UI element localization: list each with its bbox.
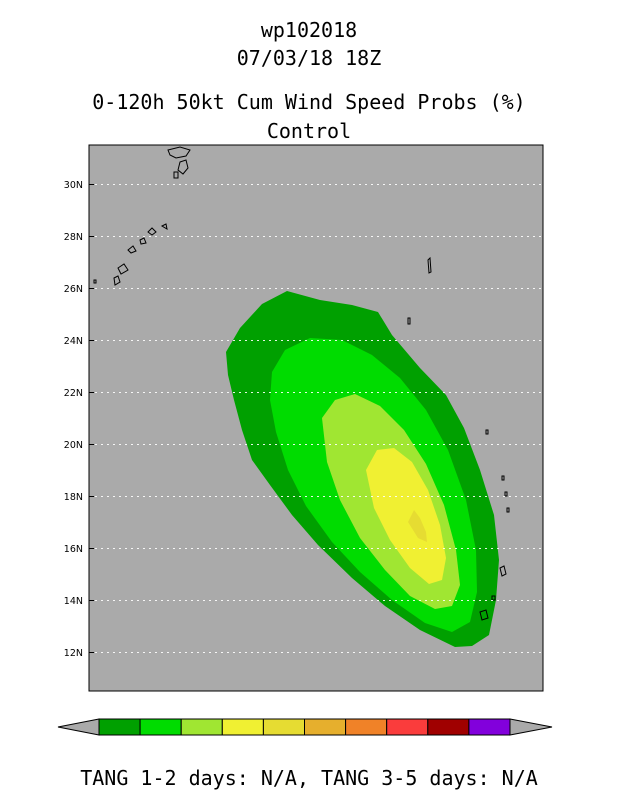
colorbar-level-label: 90 <box>461 738 476 740</box>
colorbar-swatch <box>468 718 511 736</box>
run-label: Control <box>266 119 352 143</box>
lat-tick-label: 26N <box>64 284 83 295</box>
colorbar-level-label: 40 <box>256 738 271 740</box>
lat-tick-label: 18N <box>64 492 83 503</box>
lat-tick-label: 12N <box>64 648 83 659</box>
product-title: 0-120h 50kt Cum Wind Speed Probs (%) <box>92 90 526 114</box>
colorbar-high-arrow <box>509 718 553 736</box>
lat-tick-label: 30N <box>64 180 83 191</box>
colorbar-level-label: 80 <box>420 738 435 740</box>
colorbar-low-arrow <box>57 718 100 736</box>
colorbar-swatch <box>386 718 429 736</box>
lat-tick-label: 20N <box>64 440 83 451</box>
lat-tick-label: 24N <box>64 336 83 347</box>
colorbar-level-label: 30 <box>215 738 230 740</box>
colorbar-level-label: 10 <box>132 738 147 740</box>
datetime-title: 07/03/18 18Z <box>236 46 382 70</box>
tang-footer: TANG 1-2 days: N/A, TANG 3-5 days: N/A <box>80 766 538 790</box>
colorbar-swatch <box>262 718 305 736</box>
lat-tick-label: 14N <box>64 596 83 607</box>
contour-30-percent <box>366 448 446 584</box>
coastlines <box>93 146 510 621</box>
latitude-labels: 30N 28N 26N 24N 22N 20N 18N 16N 14N 12N <box>64 180 94 659</box>
colorbar <box>57 718 553 736</box>
lat-tick-label: 22N <box>64 388 83 399</box>
colorbar-level-label: 100 <box>499 738 522 740</box>
colorbar-swatch <box>345 718 388 736</box>
colorbar-level-label: 70 <box>379 738 394 740</box>
colorbar-swatch <box>304 718 347 736</box>
contour-40-percent <box>408 510 427 542</box>
colorbar-level-label: 20 <box>174 738 189 740</box>
storm-id-title: wp102018 <box>260 18 358 42</box>
colorbar-swatch <box>221 718 264 736</box>
lat-tick-label: 28N <box>64 232 83 243</box>
colorbar-swatch <box>427 718 470 736</box>
colorbar-swatch <box>180 718 223 736</box>
colorbar-level-label: 60 <box>338 738 353 740</box>
colorbar-labels: 5 10 20 30 40 50 60 70 80 90 100 <box>95 738 521 740</box>
colorbar-swatch <box>98 718 141 736</box>
colorbar-level-label: 50 <box>297 738 312 740</box>
lat-lon-grid <box>89 184 543 653</box>
probability-contours <box>226 291 499 647</box>
colorbar-swatch <box>139 718 182 736</box>
colorbar-level-label: 5 <box>95 738 103 740</box>
lat-tick-label: 16N <box>64 544 83 555</box>
